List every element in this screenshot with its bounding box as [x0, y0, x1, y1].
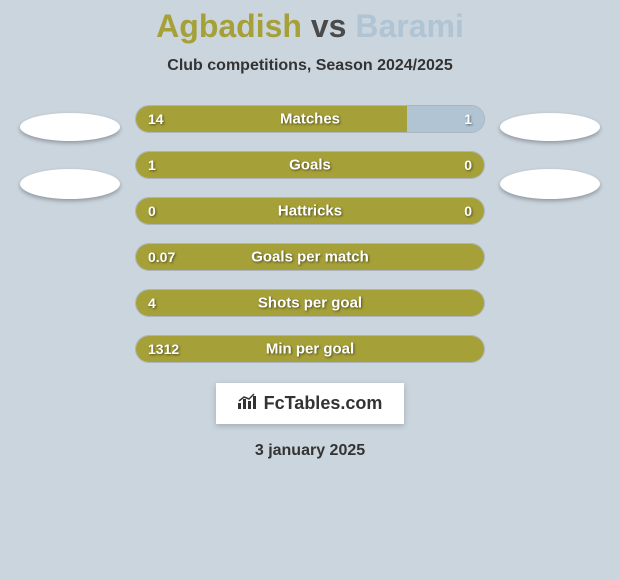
stat-row: 4 Shots per goal	[135, 289, 485, 317]
stat-value-right: 0	[464, 157, 472, 173]
stat-row: 0.07 Goals per match	[135, 243, 485, 271]
stat-rows: 14 Matches 1 1 Goals 0 0 Hattricks 0 0.07 Goals pe…	[135, 105, 485, 363]
player2-name: Barami	[355, 8, 464, 44]
stat-label: Goals	[289, 157, 331, 174]
stat-segment-left	[136, 106, 407, 132]
stat-row: 14 Matches 1	[135, 105, 485, 133]
subtitle: Club competitions, Season 2024/2025	[167, 57, 452, 75]
stat-segment-right	[407, 106, 484, 132]
stat-value-left: 1	[148, 157, 156, 173]
stat-label: Goals per match	[251, 249, 369, 266]
brand-text: FcTables.com	[264, 393, 383, 414]
footer-date: 3 january 2025	[255, 442, 365, 460]
stat-label: Hattricks	[278, 203, 342, 220]
avatar-placeholder	[20, 113, 120, 141]
stat-row: 0 Hattricks 0	[135, 197, 485, 225]
stat-label: Matches	[280, 111, 340, 128]
stat-row: 1 Goals 0	[135, 151, 485, 179]
stat-row: 1312 Min per goal	[135, 335, 485, 363]
main-content: 14 Matches 1 1 Goals 0 0 Hattricks 0 0.07 Goals pe…	[0, 105, 620, 363]
brand-badge[interactable]: FcTables.com	[216, 383, 405, 424]
stat-value-left: 4	[148, 295, 156, 311]
stat-value-left: 0	[148, 203, 156, 219]
right-avatars	[495, 105, 605, 199]
stat-value-left: 0.07	[148, 249, 175, 265]
player1-name: Agbadish	[156, 8, 302, 44]
avatar-placeholder	[20, 169, 120, 199]
stat-value-right: 1	[464, 111, 472, 127]
stat-label: Shots per goal	[258, 295, 362, 312]
vs-text: vs	[311, 8, 347, 44]
stat-value-right: 0	[464, 203, 472, 219]
stat-value-left: 14	[148, 111, 164, 127]
stat-value-left: 1312	[148, 341, 179, 357]
avatar-placeholder	[500, 169, 600, 199]
stat-label: Min per goal	[266, 341, 354, 358]
left-avatars	[15, 105, 125, 199]
page-title: Agbadish vs Barami	[156, 8, 464, 45]
chart-icon	[238, 393, 258, 414]
comparison-container: Agbadish vs Barami Club competitions, Se…	[0, 0, 620, 580]
avatar-placeholder	[500, 113, 600, 141]
